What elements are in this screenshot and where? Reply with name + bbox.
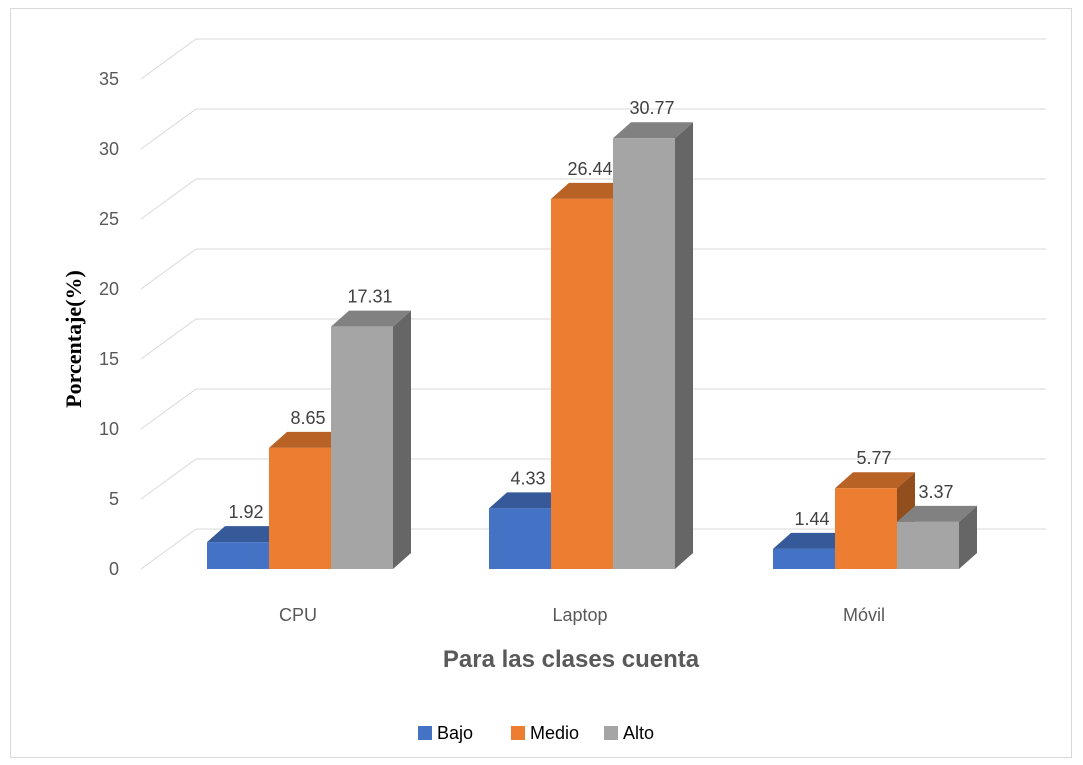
gridline-diagonal: [140, 248, 197, 290]
bar-chart: 0 5 10 15 20 25 30 35 1.92 8.65 17.31 4.33 26.44 30.…: [61, 38, 1046, 743]
y-tick-label: 10: [99, 419, 119, 439]
data-label: 17.31: [347, 287, 392, 307]
bar-medio: [551, 198, 613, 569]
data-label: 3.37: [918, 482, 953, 502]
bar-top-medio: [269, 431, 349, 448]
bar-side-alto: [675, 122, 693, 569]
gridline-diagonal: [140, 528, 197, 570]
legend-label: Bajo: [437, 723, 473, 743]
gridline-diagonal: [140, 108, 197, 150]
bars: [207, 122, 977, 569]
data-label: 26.44: [567, 159, 612, 179]
bar-alto: [331, 326, 393, 569]
data-label: 1.44: [794, 509, 829, 529]
gridline-diagonal: [140, 38, 197, 80]
gridline-diagonal: [140, 178, 197, 220]
data-label: 5.77: [856, 448, 891, 468]
gridline-diagonal: [140, 388, 197, 430]
bar-top-bajo: [207, 526, 287, 543]
y-tick-label: 30: [99, 139, 119, 159]
bar-top-medio: [551, 182, 631, 199]
legend-label: Medio: [530, 723, 579, 743]
legend-swatch-medio: [511, 726, 525, 740]
bar-medio: [269, 447, 331, 569]
y-axis-title: Porcentaje(%): [61, 270, 86, 408]
data-label: 1.92: [228, 502, 263, 522]
x-category-label: Laptop: [552, 605, 607, 625]
x-category-label: Móvil: [843, 605, 885, 625]
bar-bajo: [773, 548, 835, 569]
y-tick-label: 0: [109, 559, 119, 579]
data-label: 4.33: [510, 468, 545, 488]
legend-swatch-bajo: [418, 726, 432, 740]
bar-alto: [613, 138, 675, 569]
y-tick-label: 20: [99, 279, 119, 299]
bar-top-medio: [835, 472, 915, 489]
bar-bajo: [207, 542, 269, 569]
y-tick-label: 15: [99, 349, 119, 369]
legend-swatch-alto: [604, 726, 618, 740]
bar-top-bajo: [489, 492, 569, 509]
data-label: 8.65: [290, 408, 325, 428]
bar-side-alto: [393, 310, 411, 569]
legend-label: Alto: [623, 723, 654, 743]
gridline-diagonal: [140, 458, 197, 500]
y-tick-label: 25: [99, 209, 119, 229]
bar-alto: [897, 521, 959, 569]
data-label: 30.77: [629, 98, 674, 118]
data-labels: 1.92 8.65 17.31 4.33 26.44 30.77 1.44 5.77 3.37: [228, 98, 953, 529]
bar-medio: [835, 488, 897, 569]
bar-top-alto: [331, 310, 411, 327]
x-axis-categories: CPU Laptop Móvil: [279, 605, 885, 625]
bar-side-alto: [959, 505, 977, 569]
y-tick-label: 5: [109, 489, 119, 509]
gridline-diagonal: [140, 318, 197, 360]
y-axis-ticks: 0 5 10 15 20 25 30 35: [99, 69, 119, 579]
bar-top-alto: [613, 122, 693, 139]
x-category-label: CPU: [279, 605, 317, 625]
bar-top-alto: [897, 505, 977, 522]
legend: Bajo Medio Alto: [418, 723, 654, 743]
x-axis-title: Para las clases cuenta: [443, 646, 700, 673]
bar-top-bajo: [773, 532, 853, 549]
bar-bajo: [489, 508, 551, 569]
chart-frame: 0 5 10 15 20 25 30 35 1.92 8.65 17.31 4.33 26.44 30.…: [10, 8, 1072, 758]
y-tick-label: 35: [99, 69, 119, 89]
